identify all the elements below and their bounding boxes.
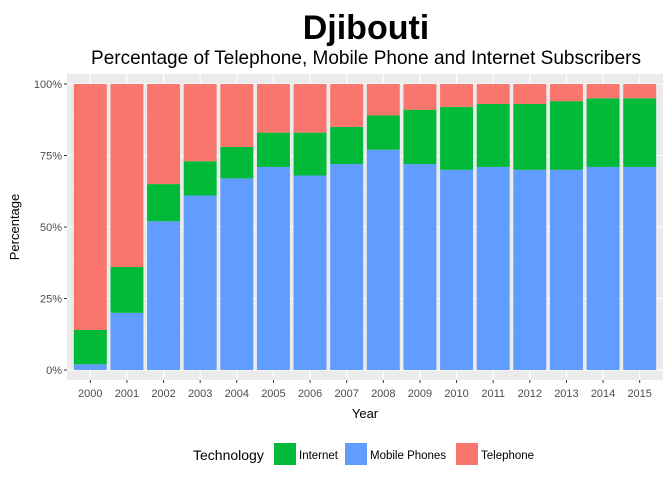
bar-internet-2005 <box>256 132 290 167</box>
x-tick-label: 2011 <box>481 388 505 400</box>
bar-internet-2004 <box>220 146 254 179</box>
bar-internet-2002 <box>147 184 181 222</box>
x-axis-ticks: 2000 2001 2002 2003 2004 2005 2006 2007 2008 2009… <box>78 380 652 400</box>
bar-telephone-2003 <box>183 84 217 162</box>
bar-telephone-2012 <box>513 84 547 105</box>
x-tick-label: 2012 <box>518 388 542 400</box>
y-axis-title: Percentage <box>7 194 22 261</box>
bar-mobile-phones-2001 <box>110 312 144 370</box>
bar-mobile-phones-2004 <box>220 178 254 370</box>
bar-telephone-2014 <box>586 84 620 99</box>
bar-mobile-phones-2009 <box>403 164 437 370</box>
bar-mobile-phones-2011 <box>476 166 510 370</box>
bar-internet-2001 <box>110 267 144 313</box>
bar-internet-2014 <box>586 98 620 167</box>
bar-telephone-2002 <box>147 84 181 185</box>
legend-key-internet <box>274 443 296 465</box>
x-tick-label: 2002 <box>151 388 175 400</box>
x-tick-label: 2005 <box>261 388 285 400</box>
legend-key-mobile-phones <box>345 443 367 465</box>
x-tick-label: 2008 <box>371 388 395 400</box>
bar-mobile-phones-2000 <box>73 364 107 370</box>
bar-internet-2012 <box>513 104 547 170</box>
bar-mobile-phones-2013 <box>549 169 583 370</box>
bar-internet-2003 <box>183 161 217 196</box>
bar-telephone-2001 <box>110 84 144 268</box>
bar-mobile-phones-2005 <box>256 166 290 370</box>
y-tick-label: 75% <box>40 151 62 163</box>
bar-telephone-2009 <box>403 84 437 110</box>
bar-internet-2009 <box>403 109 437 165</box>
bar-internet-2007 <box>330 126 364 165</box>
bar-mobile-phones-2003 <box>183 195 217 370</box>
bar-internet-2008 <box>366 115 400 150</box>
bar-internet-2015 <box>623 98 657 167</box>
legend-label-internet: Internet <box>299 450 339 462</box>
bar-internet-2010 <box>440 106 474 170</box>
bar-telephone-2007 <box>330 84 364 127</box>
bar-telephone-2010 <box>440 84 474 107</box>
bar-mobile-phones-2002 <box>147 221 181 370</box>
bar-internet-2013 <box>549 101 583 170</box>
x-tick-label: 2000 <box>78 388 102 400</box>
y-tick-label: 100% <box>34 79 62 91</box>
bar-mobile-phones-2010 <box>440 169 474 370</box>
bar-telephone-2008 <box>366 84 400 116</box>
legend-label-telephone: Telephone <box>481 450 534 462</box>
bar-mobile-phones-2015 <box>623 166 657 370</box>
y-tick-label: 0% <box>46 365 62 377</box>
chart-subtitle: Percentage of Telephone, Mobile Phone an… <box>91 48 641 69</box>
bar-telephone-2006 <box>293 84 327 133</box>
x-tick-label: 2006 <box>298 388 322 400</box>
x-tick-label: 2001 <box>115 388 139 400</box>
bar-internet-2011 <box>476 104 510 167</box>
x-tick-label: 2010 <box>444 388 468 400</box>
legend-title: Technology <box>193 447 264 463</box>
bar-telephone-2011 <box>476 84 510 105</box>
bar-internet-2000 <box>73 329 107 365</box>
bar-mobile-phones-2008 <box>366 149 400 370</box>
x-tick-label: 2004 <box>225 388 249 400</box>
bar-telephone-2005 <box>256 84 290 133</box>
x-tick-label: 2015 <box>627 388 651 400</box>
legend-label-mobile-phones: Mobile Phones <box>370 450 446 462</box>
bar-telephone-2013 <box>549 84 583 102</box>
bar-telephone-2015 <box>623 84 657 99</box>
x-tick-label: 2013 <box>554 388 578 400</box>
x-tick-label: 2003 <box>188 388 212 400</box>
legend: Technology Internet Mobile Phones Telephon… <box>193 443 534 465</box>
bar-mobile-phones-2012 <box>513 169 547 370</box>
x-tick-label: 2007 <box>334 388 358 400</box>
chart-title: Djibouti <box>303 9 430 47</box>
bar-mobile-phones-2007 <box>330 164 364 370</box>
x-tick-label: 2014 <box>591 388 615 400</box>
x-axis-title: Year <box>352 406 379 421</box>
y-tick-label: 25% <box>40 294 62 306</box>
bar-telephone-2000 <box>73 84 107 330</box>
y-tick-label: 50% <box>40 222 62 234</box>
bar-mobile-phones-2014 <box>586 166 620 370</box>
y-axis-ticks: 0% 25% 50% 75% 100% <box>34 79 67 377</box>
bar-mobile-phones-2006 <box>293 175 327 370</box>
bar-telephone-2004 <box>220 84 254 147</box>
bar-internet-2006 <box>293 132 327 176</box>
legend-key-telephone <box>456 443 478 465</box>
bars <box>73 84 657 370</box>
x-tick-label: 2009 <box>408 388 432 400</box>
